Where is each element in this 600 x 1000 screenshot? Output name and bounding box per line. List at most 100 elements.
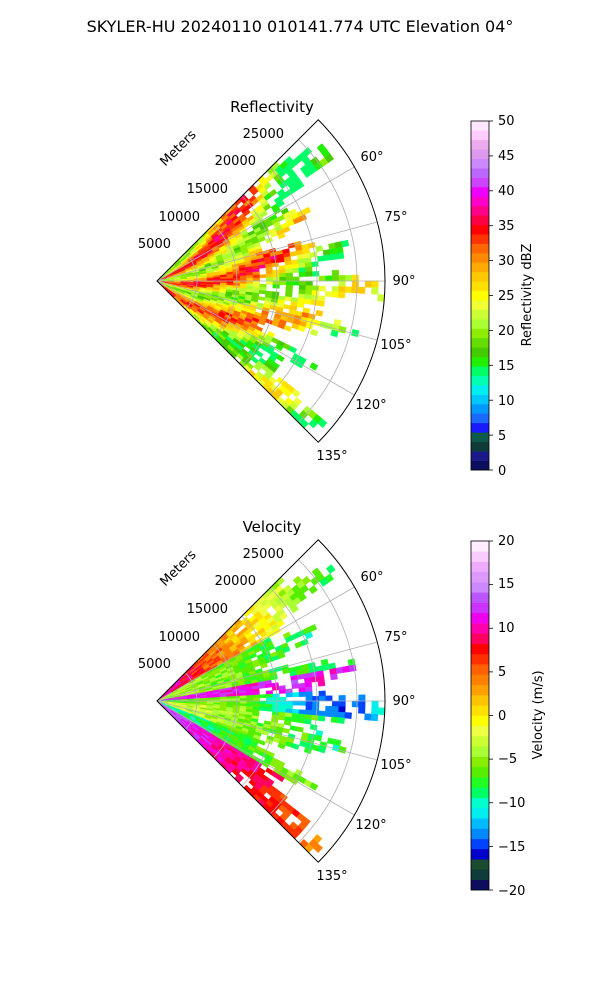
- colorbar-segment: [471, 347, 489, 358]
- colorbar-segment: [471, 571, 489, 583]
- radar-gate: [336, 252, 345, 260]
- colorbar-segment: [471, 807, 489, 819]
- colorbar-segment: [471, 551, 489, 562]
- velocity-rtick-20000: 20000: [215, 574, 256, 589]
- radar-gate: [303, 298, 312, 305]
- radar-gate: [277, 742, 286, 750]
- radar-gate: [325, 695, 333, 702]
- radar-gate: [337, 711, 346, 719]
- radar-gate: [277, 715, 286, 721]
- radar-gate: [317, 680, 326, 687]
- radar-gate: [260, 662, 268, 669]
- radar-gate: [289, 725, 298, 732]
- velocity-atick-75: 75°: [384, 630, 407, 645]
- colorbar-segment: [471, 432, 489, 442]
- radar-gate: [302, 206, 312, 215]
- radar-gate: [258, 290, 267, 295]
- colorbar-segment: [471, 643, 489, 655]
- colorbar-segment: [471, 243, 489, 254]
- colorbar-segment: [471, 319, 489, 329]
- radar-gate: [257, 739, 266, 746]
- radar-gate: [246, 280, 254, 285]
- radar-gate: [265, 273, 274, 278]
- radar-gate: [298, 687, 306, 693]
- radar-gate: [285, 276, 294, 282]
- radar-gate: [246, 700, 254, 705]
- radar-gate: [338, 695, 346, 702]
- radar-gate: [295, 181, 305, 190]
- colorbar-segment: [471, 838, 489, 850]
- velocity-cbar-tick-m15: −15: [498, 840, 525, 855]
- radar-gate: [305, 705, 313, 711]
- velocity-panel: Velocity Meters 5000 10000 15000 20000 2…: [138, 518, 546, 899]
- velocity-rtick-25000: 25000: [243, 547, 284, 562]
- radar-gate: [338, 286, 346, 293]
- azimuth-gridline: [156, 221, 378, 282]
- velocity-rtick-10000: 10000: [159, 630, 200, 645]
- colorbar-segment: [471, 385, 489, 395]
- radar-gate: [257, 319, 266, 326]
- reflectivity-atick-120: 120°: [355, 398, 386, 413]
- radar-gate: [344, 286, 353, 294]
- radar-gate: [292, 692, 300, 698]
- radar-gate: [337, 291, 346, 299]
- sector-frame: [156, 119, 386, 443]
- radar-gate: [226, 696, 234, 700]
- reflectivity-cbar-tick-30: 30: [498, 254, 515, 269]
- radar-gate: [252, 274, 261, 279]
- radar-gate: [318, 695, 326, 702]
- velocity-cbar-tick-m20: −20: [498, 884, 525, 899]
- radar-gate: [311, 261, 319, 268]
- colorbar-segment: [471, 187, 489, 197]
- colorbar-segment: [471, 177, 489, 188]
- azimuth-gridline: [156, 280, 378, 341]
- radar-gate: [279, 272, 287, 278]
- radar-gate: [309, 251, 318, 258]
- radar-gate: [276, 774, 285, 783]
- reflectivity-colorbar-label: Reflectivity dBZ: [520, 244, 535, 347]
- radar-gate: [345, 274, 353, 282]
- azimuth-gridline: [156, 700, 378, 761]
- radar-gate: [285, 272, 293, 278]
- radar-gate: [239, 695, 247, 699]
- radar-gate: [265, 704, 274, 709]
- radar-gate: [358, 700, 366, 708]
- velocity-cbar-tick-15: 15: [498, 577, 515, 592]
- radar-gate: [305, 709, 313, 716]
- reflectivity-rtick-5000: 5000: [138, 237, 171, 252]
- radar-gate: [299, 280, 307, 286]
- radar-gate: [283, 720, 292, 726]
- radar-gate: [278, 269, 287, 274]
- radar-gate: [325, 275, 333, 282]
- radar-gate: [296, 302, 305, 309]
- radar-gate: [290, 604, 299, 614]
- radar-gate: [364, 280, 373, 288]
- radar-gate: [272, 269, 280, 275]
- radar-gate: [308, 585, 318, 595]
- reflectivity-atick-90: 90°: [392, 274, 415, 289]
- colorbar-segment: [471, 859, 489, 870]
- radar-gate: [358, 694, 366, 702]
- radar-gate: [276, 354, 285, 363]
- radar-gate: [276, 619, 285, 628]
- radar-gate: [370, 713, 379, 722]
- velocity-atick-105: 105°: [380, 758, 411, 773]
- radar-gate: [344, 712, 352, 719]
- radar-gate: [226, 276, 234, 280]
- radar-gate: [310, 676, 319, 683]
- colorbar-segment: [471, 366, 489, 376]
- radar-gate: [290, 717, 299, 723]
- colorbar-segment: [471, 746, 489, 757]
- colorbar-segment: [471, 271, 489, 282]
- radar-gate: [297, 592, 307, 602]
- radar-gate: [311, 285, 320, 292]
- colorbar-segment: [471, 623, 489, 634]
- radar-gate: [341, 239, 350, 248]
- radar-gate: [239, 280, 247, 284]
- radar-gate: [272, 277, 280, 282]
- radar-gate: [285, 704, 293, 710]
- radar-gate: [298, 285, 307, 291]
- radar-gate: [266, 700, 274, 705]
- reflectivity-cbar-tick-10: 10: [498, 394, 515, 409]
- radar-gate: [305, 271, 313, 277]
